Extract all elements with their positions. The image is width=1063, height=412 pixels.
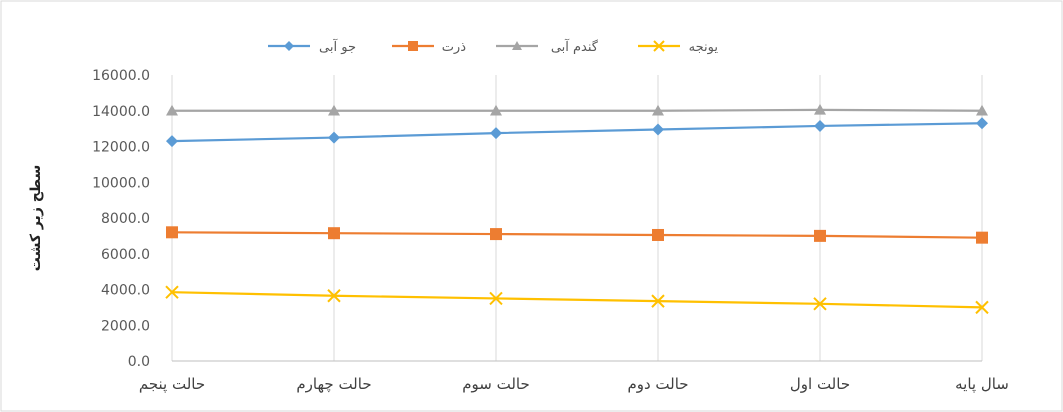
x-tick-label: حالت چهارم <box>296 375 371 393</box>
series-group <box>166 117 988 148</box>
data-point-marker <box>490 104 502 116</box>
series-group <box>165 285 989 315</box>
data-point-marker <box>976 104 988 116</box>
data-point-marker <box>653 40 665 52</box>
x-tick-label: حالت دوم <box>627 375 688 393</box>
y-tick-label: 14000.0 <box>92 104 150 120</box>
data-point-marker <box>975 300 989 315</box>
series-line <box>171 231 983 239</box>
data-point-marker <box>814 103 826 115</box>
data-point-marker <box>813 297 827 311</box>
y-tick-label: 12000.0 <box>92 140 150 156</box>
data-point-marker <box>490 127 502 140</box>
data-point-marker <box>166 226 178 239</box>
legend-item: یونجه <box>638 40 718 55</box>
data-point-marker <box>652 228 664 241</box>
y-tick-label: 4000.0 <box>101 283 150 299</box>
axes: 0.0 2000.0 4000.0 6000.0 8000.0 10000.0 12000.… <box>92 68 1009 394</box>
data-point-marker <box>328 131 340 144</box>
series-line <box>171 122 983 143</box>
legend-label: جو آبی <box>319 38 356 55</box>
data-point-marker <box>651 294 665 308</box>
data-point-marker <box>652 104 664 116</box>
legend-item: ذرت <box>392 40 466 55</box>
x-tick-label: حالت پنجم <box>139 375 205 394</box>
legend-label: ذرت <box>442 40 467 55</box>
data-point-marker <box>489 291 503 306</box>
legend-item: گندم آبی <box>496 38 599 55</box>
data-point-marker <box>512 41 522 50</box>
y-tick-label: 8000.0 <box>101 211 150 227</box>
data-point-marker <box>328 104 340 116</box>
x-tick-label: حالت اول <box>790 375 850 393</box>
data-point-marker <box>490 228 502 241</box>
data-point-marker <box>165 285 179 299</box>
series-group <box>166 103 988 116</box>
data-point-marker <box>652 123 664 136</box>
legend-item: جو آبی <box>268 38 356 55</box>
legend: جو آبی ذرت گندم آبی یونجه <box>268 38 718 55</box>
x-tick-label: سال پایه <box>955 375 1009 394</box>
data-point-marker <box>814 229 826 242</box>
data-point-marker <box>166 135 178 148</box>
y-tick-label: 6000.0 <box>101 247 150 263</box>
series-line <box>171 291 983 309</box>
data-point-marker <box>328 227 340 240</box>
y-tick-label: 10000.0 <box>92 175 150 191</box>
legend-label: یونجه <box>689 40 719 55</box>
data-point-marker <box>284 41 294 51</box>
series-group <box>166 226 988 244</box>
y-tick-label: 16000.0 <box>92 68 150 84</box>
y-axis-label: سطح زیر کشت <box>28 165 44 271</box>
y-tick-label: 2000.0 <box>101 318 150 334</box>
x-tick-label: حالت سوم <box>462 375 530 393</box>
data-point-marker <box>976 117 988 130</box>
series-lines <box>165 103 989 315</box>
legend-label: گندم آبی <box>551 38 599 55</box>
data-point-marker <box>814 119 826 132</box>
data-point-marker <box>327 289 341 303</box>
y-tick-label: 0.0 <box>128 354 150 370</box>
data-point-marker <box>166 104 178 116</box>
data-point-marker <box>408 41 418 51</box>
series-line <box>172 108 983 112</box>
data-point-marker <box>976 231 988 244</box>
